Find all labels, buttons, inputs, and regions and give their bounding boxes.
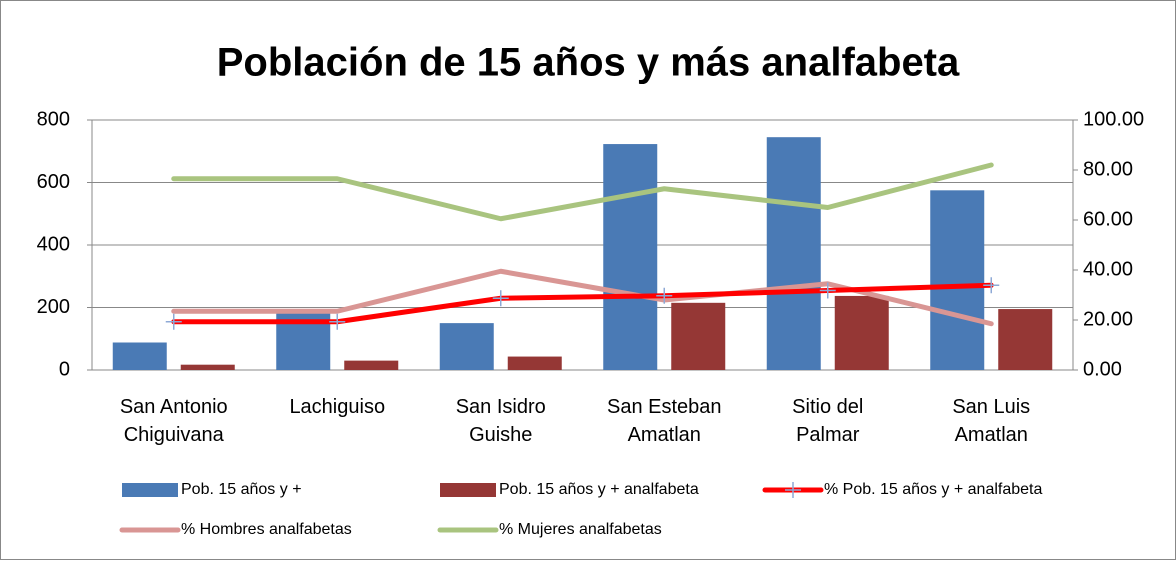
bar	[930, 190, 985, 370]
y2-tick-label: 60.00	[1083, 208, 1133, 230]
x-tick-label: San Antonio Chiguivana	[120, 396, 228, 446]
bar	[671, 302, 726, 370]
legend-label: % Pob. 15 años y + analfabeta	[824, 481, 1042, 498]
marker	[492, 290, 509, 307]
bar	[112, 342, 167, 370]
x-tick-label: Lachiguiso	[289, 396, 385, 418]
y2-tick-label: 40.00	[1083, 258, 1133, 280]
legend-swatch	[122, 483, 178, 497]
legend-label: Pob. 15 años y + analfabeta	[499, 481, 699, 498]
x-tick-label: Sitio del Palmar	[792, 396, 863, 446]
x-tick-line: Guishe	[469, 424, 532, 446]
x-tick-label: San Luis Amatlan	[952, 396, 1030, 446]
bar	[344, 360, 399, 370]
y2-tick-label: 100.00	[1083, 108, 1144, 130]
line	[171, 162, 994, 222]
bar	[439, 323, 494, 370]
bar	[834, 295, 889, 370]
marker	[329, 313, 346, 330]
x-tick-line: San Antonio	[120, 396, 228, 418]
marker	[819, 282, 836, 299]
y2-tick-label: 0.00	[1083, 358, 1122, 380]
x-tick-line: Amatlan	[955, 424, 1028, 446]
x-tick-line: San Esteban	[607, 396, 722, 418]
x-tick-line: Chiguivana	[124, 424, 225, 446]
y2-tick-label: 20.00	[1083, 308, 1133, 330]
y-tick-label: 0	[59, 358, 70, 380]
y-tick-label: 200	[37, 296, 70, 318]
y-tick-label: 400	[37, 233, 70, 255]
bar	[603, 144, 658, 370]
legend-label: % Mujeres analfabetas	[499, 521, 662, 538]
chart-title: Población de 15 años y más analfabeta	[217, 41, 960, 85]
legend-swatch	[440, 483, 496, 497]
x-tick-line: San Isidro	[456, 396, 546, 418]
y-tick-label: 600	[37, 171, 70, 193]
x-tick-label: San Esteban Amatlan	[607, 396, 722, 446]
legend-marker	[785, 482, 801, 498]
x-tick-line: San Luis	[952, 396, 1030, 418]
y2-tick-label: 80.00	[1083, 158, 1133, 180]
legend-label: % Hombres analfabetas	[181, 521, 352, 538]
bar	[507, 356, 562, 370]
legend-label: Pob. 15 años y +	[181, 481, 302, 498]
marker	[656, 287, 673, 304]
bar	[180, 364, 235, 370]
x-tick-line: Lachiguiso	[289, 396, 385, 418]
x-tick-line: Palmar	[796, 424, 860, 446]
y-tick-label: 800	[37, 108, 70, 130]
x-tick-line: Sitio del	[792, 396, 863, 418]
x-tick-line: Amatlan	[628, 424, 701, 446]
line	[171, 282, 994, 325]
x-tick-label: San Isidro Guishe	[456, 396, 546, 446]
bar	[766, 137, 821, 370]
marker	[983, 277, 1000, 294]
bar	[998, 309, 1053, 370]
marker	[165, 313, 182, 330]
